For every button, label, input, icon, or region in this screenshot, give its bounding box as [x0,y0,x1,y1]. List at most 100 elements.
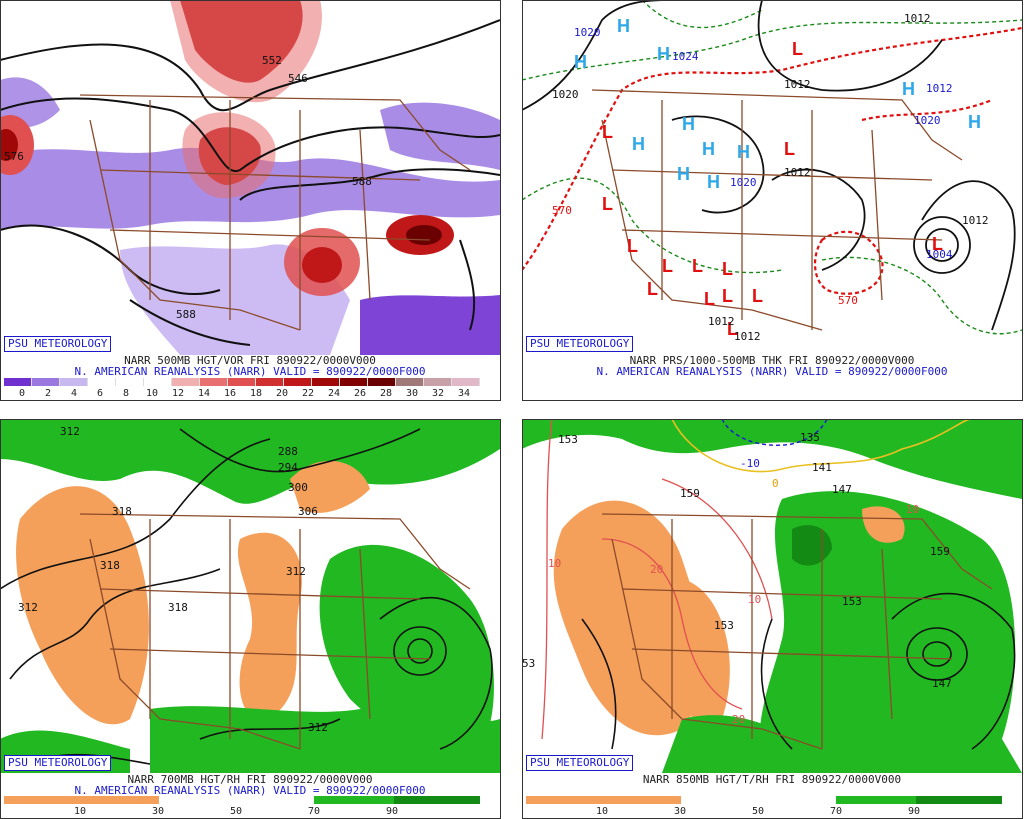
contour-label: 159 [930,545,950,558]
rh-dry-central [682,579,730,727]
psu-logo: PSU METEOROLOGY [4,755,112,771]
colorbar-tick: 12 [171,388,185,399]
isobar-label: 1012 [708,315,735,328]
high-center: H [677,164,690,184]
colorbar-tick: 4 [70,388,78,399]
colorbar-segment [88,378,116,386]
panel-title: NARR 850MB HGT/T/RH FRI 890922/0000V000 [642,773,902,786]
isobar-label: 1012 [926,82,953,95]
low-center: L [602,194,613,214]
colorbar-tick: 24 [327,388,341,399]
panel-subtitle: N. AMERICAN REANALYSIS (NARR) VALID = 89… [596,365,948,378]
colorbar-tick: 18 [249,388,263,399]
contour-label: 147 [832,483,852,496]
isobar-label: 1020 [730,176,757,189]
colorbar-segment [256,378,284,386]
colorbar-tick: 6 [96,388,104,399]
colorbar-tick: 50 [751,806,765,817]
colorbar-tick: 30 [151,806,165,817]
colorbar-segment [340,378,368,386]
contour-label-588b: 588 [176,308,196,321]
panel-pressure-thickness: H H H H H H H H H H H L L L L L L L L L [522,0,1022,400]
low-center: L [792,39,803,59]
colorbar-tick: 30 [673,806,687,817]
colorbar-tick: 26 [353,388,367,399]
colorbar-segment [4,796,159,804]
colorbar-tick: 10 [145,388,159,399]
colorbar-segment [452,378,480,386]
contour-label: 135 [800,431,820,444]
rh-colorbar-ticks: 10 30 50 70 90 [0,806,500,818]
colorbar-tick: 8 [122,388,130,399]
contour-label: 153 [558,433,578,446]
low-center: L [662,256,673,276]
colorbar-segment [116,378,144,386]
map-850mb-svg: 153 135 -10 141 147 159 153 153 53 159 1… [522,419,1022,773]
isobar-label: 1020 [574,26,601,39]
colorbar-segment [368,378,396,386]
rh-colorbar-ticks: 10 30 50 70 90 [522,806,1022,818]
high-center: H [657,44,670,64]
colorbar-tick: 16 [223,388,237,399]
colorbar-tick: 90 [907,806,921,817]
contour-label: 306 [298,505,318,518]
rh-colorbar [526,796,1002,804]
map-500mb-svg: 552 546 576 588 588 [0,0,500,355]
high-center: H [702,139,715,159]
rh-dry-central [237,532,302,721]
colorbar-tick: 20 [275,388,289,399]
high-center: H [632,134,645,154]
high-center: H [617,16,630,36]
contour-label: 153 [842,595,862,608]
colorbar-segment [424,378,452,386]
low-center: L [602,122,613,142]
isobar-label: 1020 [914,114,941,127]
isobar-label: 1012 [734,330,761,343]
low-center: L [752,286,763,306]
isobar-label: 1012 [784,166,811,179]
vort-negative-se [360,295,500,355]
isobar-label: 1020 [552,88,579,101]
contour-label: 53 [522,657,535,670]
isobar-label: 1012 [784,78,811,91]
high-center: H [682,114,695,134]
low-center: L [722,259,733,279]
colorbar-segment [228,378,256,386]
contour-label-546: 546 [288,72,308,85]
vort-positive-central-core [302,247,342,283]
contour-label-576: 576 [4,150,24,163]
vort-positive-north-ring [170,0,322,103]
high-center: H [737,142,750,162]
colorbar-tick: 70 [829,806,843,817]
thickness-green [522,0,1022,335]
contour-label: 312 [60,425,80,438]
colorbar-tick: 50 [229,806,243,817]
colorbar-segment [200,378,228,386]
map-500mb: 552 546 576 588 588 [0,0,500,355]
isobar-label: 1024 [672,50,699,63]
vort-positive-east-core [406,225,442,245]
colorbar-tick: 2 [44,388,52,399]
low-center: L [627,236,638,256]
colorbar-segment [32,378,60,386]
thickness-label: 570 [552,204,572,217]
high-center: H [707,172,720,192]
colorbar-segment [284,378,312,386]
colorbar-tick: 28 [379,388,393,399]
colorbar-tick: 22 [301,388,315,399]
thickness-label: 570 [838,294,858,307]
map-850mb: 153 135 -10 141 147 159 153 153 53 159 1… [522,419,1022,773]
temp-label: 10 [906,503,919,516]
high-center: H [968,112,981,132]
temp-label: 20 [650,563,663,576]
panel-850mb-t-rh: 153 135 -10 141 147 159 153 153 53 159 1… [522,419,1022,819]
contour-label: 300 [288,481,308,494]
colorbar-segment [916,796,1002,804]
contour-label: 141 [812,461,832,474]
panel-500mb-vorticity: 552 546 576 588 588 PSU METEOROLOGY NARR… [0,0,500,400]
contour-label: 147 [932,677,952,690]
colorbar-segment [172,378,200,386]
low-center: L [784,139,795,159]
contour-label: 294 [278,461,298,474]
colorbar-segment [836,796,916,804]
